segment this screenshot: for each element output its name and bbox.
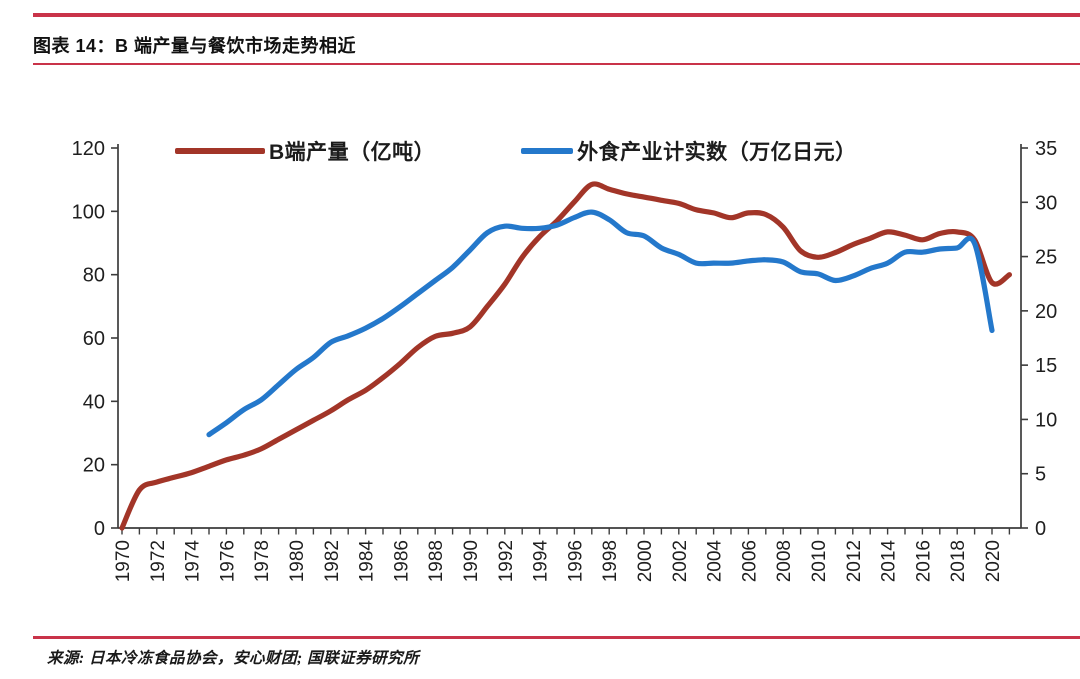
legend-label: 外食产业计实数（万亿日元） (577, 141, 857, 164)
x-axis-label: 2020 (983, 540, 1004, 582)
source-note: 来源: 日本冷冻食品协会，安心财团; 国联证券研究所 (47, 650, 420, 667)
x-axis-label: 1998 (600, 540, 621, 582)
x-axis-label: 1978 (252, 540, 273, 582)
series-line-b-side-output (119, 181, 1012, 531)
left-axis-label: 80 (83, 265, 105, 287)
x-axis-label: 1972 (148, 540, 169, 582)
left-axis-label: 40 (83, 391, 105, 413)
x-axis-label: 2018 (948, 540, 969, 582)
x-axis-label: 2012 (844, 540, 865, 582)
legend-line-swatch (175, 148, 265, 154)
left-axis-label: 120 (72, 138, 105, 160)
left-axis-label: 0 (94, 518, 105, 540)
right-axis-label: 30 (1035, 192, 1057, 214)
left-axis-label: 100 (72, 201, 105, 223)
legend-item: B端产量（亿吨） (175, 136, 435, 166)
chart-legend: B端产量（亿吨） 外食产业计实数（万亿日元） (175, 136, 857, 166)
x-axis-label: 2002 (670, 540, 691, 582)
x-axis-label: 1992 (496, 540, 517, 582)
right-axis-label: 5 (1035, 464, 1046, 486)
x-axis-label: 1996 (565, 540, 586, 582)
x-axis-label: 1994 (531, 540, 552, 583)
right-axis-label: 0 (1035, 518, 1046, 540)
right-axis-label: 20 (1035, 301, 1057, 323)
left-axis-label: 20 (83, 455, 105, 477)
legend-label: B端产量（亿吨） (269, 141, 436, 164)
x-axis-label: 2010 (809, 540, 830, 582)
x-axis-label: 2014 (879, 540, 900, 583)
x-axis-label: 2006 (739, 540, 760, 582)
x-axis-label: 1980 (287, 540, 308, 582)
series-line-eating-out-industry (206, 209, 995, 438)
x-axis-label: 1990 (461, 540, 482, 582)
x-axis-label: 1988 (426, 540, 447, 582)
legend-line-swatch (521, 148, 574, 154)
x-axis-label: 1986 (391, 540, 412, 582)
x-axis-label: 2016 (913, 540, 934, 582)
right-axis-label: 35 (1035, 138, 1057, 160)
x-axis-label: 1974 (183, 540, 204, 583)
x-axis-label: 1970 (113, 540, 134, 582)
title-underline (33, 63, 1080, 65)
x-axis-label: 2000 (635, 540, 656, 582)
legend-item: 外食产业计实数（万亿日元） (521, 136, 857, 166)
x-axis-label: 1976 (217, 540, 238, 582)
x-axis-label: 2004 (705, 540, 726, 583)
x-axis-label: 1984 (357, 540, 378, 583)
x-axis-label: 1982 (322, 540, 343, 582)
x-axis-label: 2008 (774, 540, 795, 582)
left-axis-label: 60 (83, 328, 105, 350)
right-axis-label: 10 (1035, 409, 1057, 431)
top-divider (33, 13, 1080, 17)
right-axis-label: 25 (1035, 247, 1057, 269)
right-axis-label: 15 (1035, 355, 1057, 377)
page-title: 图表 14：B 端产量与餐饮市场走势相近 (33, 36, 357, 56)
bottom-divider (33, 636, 1080, 639)
